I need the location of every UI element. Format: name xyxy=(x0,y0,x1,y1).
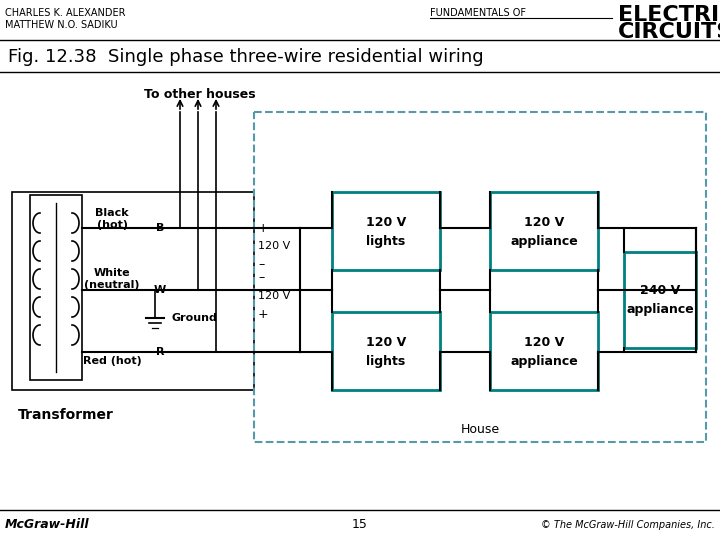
Bar xyxy=(490,312,598,390)
Text: © The McGraw-Hill Companies, Inc.: © The McGraw-Hill Companies, Inc. xyxy=(541,520,715,530)
Text: +: + xyxy=(258,307,269,321)
Text: CHARLES K. ALEXANDER: CHARLES K. ALEXANDER xyxy=(5,8,125,18)
Text: Fig. 12.38  Single phase three-wire residential wiring: Fig. 12.38 Single phase three-wire resid… xyxy=(8,48,484,66)
Text: lights: lights xyxy=(366,234,405,247)
Text: House: House xyxy=(460,423,500,436)
Text: MATTHEW N.O. SADIKU: MATTHEW N.O. SADIKU xyxy=(5,20,117,30)
Text: 15: 15 xyxy=(352,518,368,531)
Text: –: – xyxy=(258,259,264,272)
Text: 120 V: 120 V xyxy=(258,241,290,251)
Text: 240 V: 240 V xyxy=(640,285,680,298)
Text: 120 V: 120 V xyxy=(366,215,406,228)
Text: Black
(hot): Black (hot) xyxy=(95,208,129,230)
Text: 120 V: 120 V xyxy=(366,335,406,348)
Text: appliance: appliance xyxy=(510,354,578,368)
Text: –: – xyxy=(258,272,264,285)
Text: appliance: appliance xyxy=(510,234,578,247)
Text: CIRCUITS: CIRCUITS xyxy=(618,22,720,42)
Bar xyxy=(624,252,696,348)
Text: Ground: Ground xyxy=(172,313,218,323)
Text: White
(neutral): White (neutral) xyxy=(84,268,140,289)
Text: To other houses: To other houses xyxy=(144,88,256,101)
Text: +: + xyxy=(258,221,269,234)
Text: 120 V: 120 V xyxy=(258,291,290,301)
Bar xyxy=(490,192,598,270)
Text: 120 V: 120 V xyxy=(524,335,564,348)
Text: Transformer: Transformer xyxy=(18,408,114,422)
Text: appliance: appliance xyxy=(626,303,694,316)
Text: Red (hot): Red (hot) xyxy=(83,356,141,366)
Text: lights: lights xyxy=(366,354,405,368)
Text: R: R xyxy=(156,347,164,357)
Text: W: W xyxy=(154,285,166,295)
Text: 120 V: 120 V xyxy=(524,215,564,228)
Bar xyxy=(332,192,440,270)
Text: ELECTRIC: ELECTRIC xyxy=(618,5,720,25)
Bar xyxy=(30,195,82,380)
Bar xyxy=(254,112,706,442)
Text: B: B xyxy=(156,223,164,233)
Text: FUNDAMENTALS OF: FUNDAMENTALS OF xyxy=(430,8,526,18)
Text: McGraw-Hill: McGraw-Hill xyxy=(5,518,89,531)
Bar xyxy=(12,192,254,390)
Bar xyxy=(332,312,440,390)
